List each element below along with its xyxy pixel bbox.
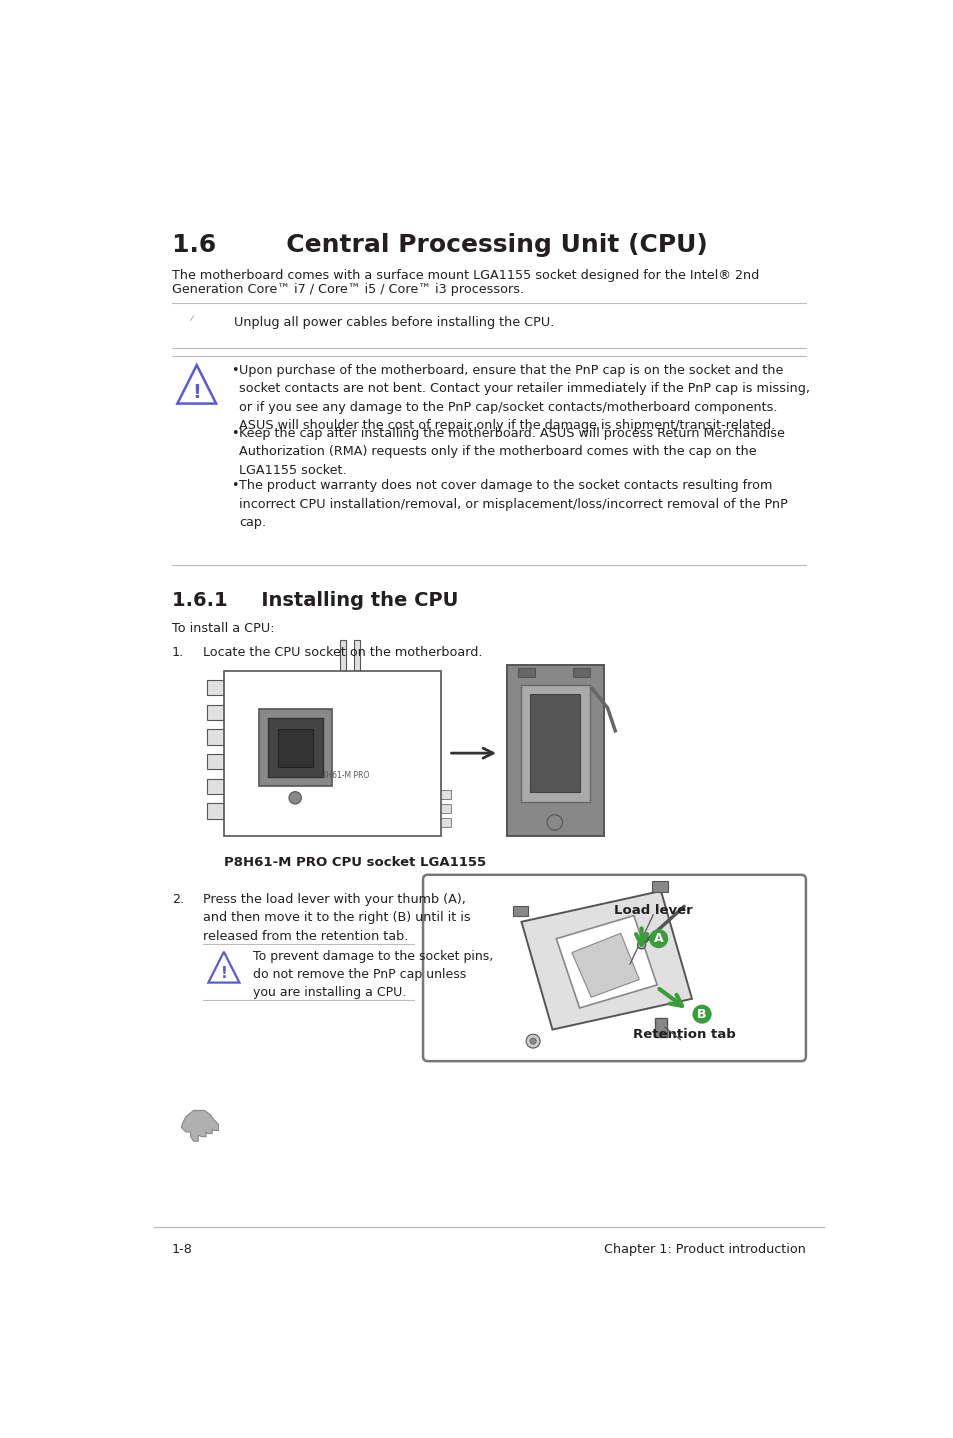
Circle shape [693,1005,710,1022]
Polygon shape [208,952,239,982]
Circle shape [546,815,562,830]
Text: 1.6        Central Processing Unit (CPU): 1.6 Central Processing Unit (CPU) [172,233,707,256]
Circle shape [289,792,301,804]
Text: Upon purchase of the motherboard, ensure that the PnP cap is on the socket and t: Upon purchase of the motherboard, ensure… [239,364,809,431]
Text: P8H61-M PRO: P8H61-M PRO [316,771,369,779]
Circle shape [637,940,645,949]
Bar [268,719,323,777]
Bar [207,778,224,794]
Text: 1-8: 1-8 [172,1242,193,1255]
Polygon shape [521,892,691,1030]
Bar [520,684,589,801]
Text: !: ! [193,384,201,403]
Bar [436,818,451,827]
Text: •: • [232,479,239,492]
Circle shape [257,785,275,804]
Text: Chapter 1: Product introduction: Chapter 1: Product introduction [603,1242,805,1255]
Text: Keep the cap after installing the motherboard. ASUS will process Return Merchand: Keep the cap after installing the mother… [239,427,784,476]
Text: Generation Core™ i7 / Core™ i5 / Core™ i3 processors.: Generation Core™ i7 / Core™ i5 / Core™ i… [172,283,523,296]
Text: P8H61-M PRO CPU socket LGA1155: P8H61-M PRO CPU socket LGA1155 [224,856,485,869]
Bar [436,804,451,814]
FancyBboxPatch shape [422,874,805,1061]
Text: A: A [653,932,662,945]
Bar [654,1018,666,1037]
Polygon shape [571,933,639,997]
Text: To prevent damage to the socket pins,
do not remove the PnP cap unless
you are i: To prevent damage to the socket pins, do… [253,951,493,999]
Bar [394,674,425,695]
Bar [207,804,224,818]
Bar [340,640,346,741]
Text: Unplug all power cables before installing the CPU.: Unplug all power cables before installin… [233,316,554,329]
Circle shape [649,930,666,948]
Text: !: ! [220,966,227,981]
Circle shape [525,1034,539,1048]
Text: •: • [232,364,239,377]
Polygon shape [556,916,657,1008]
Text: Load lever: Load lever [613,905,692,917]
Bar [414,673,425,680]
Bar [436,789,451,800]
Bar [253,794,261,801]
Bar [258,709,332,787]
FancyBboxPatch shape [506,666,603,837]
Text: The motherboard comes with a surface mount LGA1155 socket designed for the Intel: The motherboard comes with a surface mou… [172,269,759,282]
Text: Retention tab: Retention tab [632,1028,735,1041]
Polygon shape [181,1110,218,1142]
Bar [517,667,535,677]
Bar [247,771,309,778]
Bar [207,705,224,720]
Bar [232,818,433,823]
Polygon shape [177,365,216,404]
Text: •: • [232,427,239,440]
Bar [354,640,360,741]
FancyBboxPatch shape [224,670,440,837]
Text: 1.6.1     Installing the CPU: 1.6.1 Installing the CPU [172,591,457,611]
Bar [232,807,433,810]
Bar [207,729,224,745]
Text: To install a CPU:: To install a CPU: [172,623,274,636]
Bar [278,729,313,766]
Text: 2.: 2. [172,893,184,906]
Text: The product warranty does not cover damage to the socket contacts resulting from: The product warranty does not cover dama… [239,479,787,529]
Text: 1.: 1. [172,646,184,659]
Text: Press the load lever with your thumb (A),
and then move it to the right (B) unti: Press the load lever with your thumb (A)… [203,893,470,942]
Bar [207,680,224,696]
Text: Locate the CPU socket on the motherboard.: Locate the CPU socket on the motherboard… [203,646,482,659]
FancyBboxPatch shape [652,881,667,892]
Bar [572,667,589,677]
Bar [232,812,433,817]
Bar [530,695,579,792]
Text: B: B [697,1008,706,1021]
Bar [207,754,224,769]
FancyBboxPatch shape [513,906,528,916]
Circle shape [530,1038,536,1044]
